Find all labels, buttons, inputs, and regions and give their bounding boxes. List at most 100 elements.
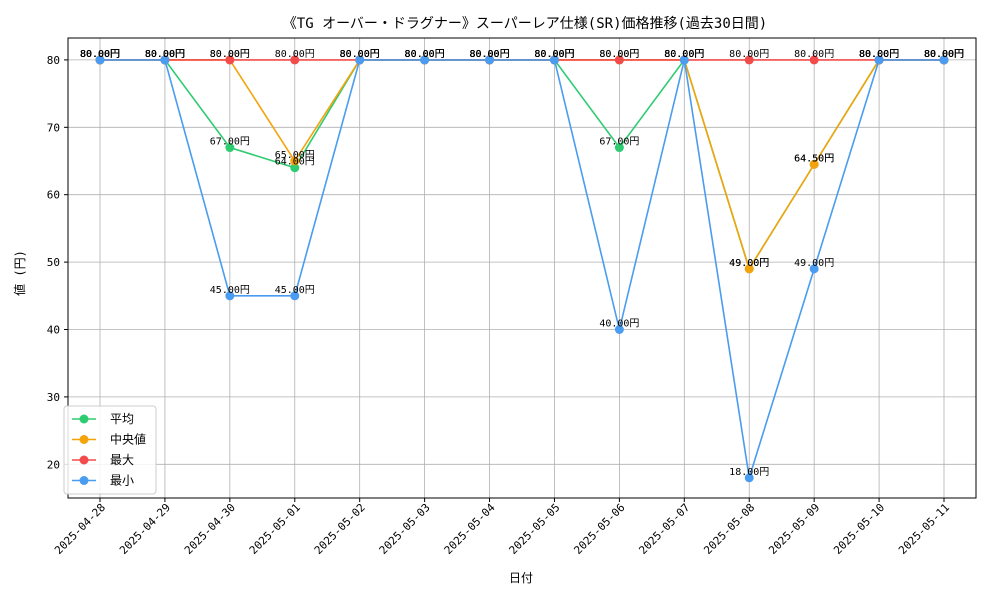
series-4-point: [744, 473, 754, 483]
data-label: 49.00円: [729, 258, 769, 269]
x-tick-label: 2025-05-09: [766, 501, 822, 557]
y-tick-label: 40: [47, 324, 60, 337]
data-label: 80.00円: [340, 49, 380, 60]
legend-label-3: 最大: [110, 453, 134, 467]
x-tick-label: 2025-05-02: [312, 501, 368, 557]
legend-marker-3: [79, 455, 89, 465]
series-4-point: [355, 55, 365, 65]
y-tick-label: 80: [47, 54, 60, 67]
data-label: 80.00円: [210, 49, 250, 60]
data-label: 80.00円: [924, 49, 964, 60]
series-2-point: [744, 264, 754, 274]
legend-marker-1: [79, 414, 89, 424]
data-label: 49.00円: [729, 258, 769, 269]
data-label: 80.00円: [275, 49, 315, 60]
data-label: 80.00円: [924, 49, 964, 60]
x-tick-label: 2025-05-08: [701, 501, 757, 557]
legend-label-4: 最小: [110, 474, 134, 488]
x-tick-label: 2025-04-28: [52, 501, 108, 557]
data-label: 67.00円: [210, 137, 250, 148]
data-label: 67.00円: [599, 137, 639, 148]
data-label: 80.00円: [405, 49, 445, 60]
data-label: 80.00円: [664, 49, 704, 60]
series-2-point: [290, 156, 300, 166]
data-label: 45.00円: [275, 285, 315, 296]
x-tick-label: 2025-04-30: [182, 501, 238, 557]
data-label: 80.00円: [469, 49, 509, 60]
x-tick-label: 2025-05-05: [507, 501, 563, 557]
data-label: 64.50円: [794, 153, 834, 164]
data-label: 80.00円: [469, 49, 509, 60]
series-4-point: [290, 291, 300, 301]
data-label: 64.50円: [794, 153, 834, 164]
y-tick-label: 60: [47, 189, 60, 202]
x-tick-label: 2025-05-01: [247, 501, 303, 557]
series-3-point: [809, 55, 819, 65]
series-4-point: [225, 291, 235, 301]
data-label: 80.00円: [469, 49, 509, 60]
series-4-point: [679, 55, 689, 65]
data-label: 64.00円: [275, 157, 315, 168]
legend-marker-4: [79, 476, 89, 485]
series-2-point: [809, 159, 819, 169]
x-tick-label: 2025-05-11: [896, 501, 952, 557]
series-4-point: [874, 55, 884, 65]
x-tick-label: 2025-05-06: [571, 501, 627, 557]
data-label: 80.00円: [340, 49, 380, 60]
y-axis-label: 値 (円): [12, 250, 27, 296]
data-label: 80.00円: [469, 49, 509, 60]
data-label: 80.00円: [859, 49, 899, 60]
data-label: 80.00円: [859, 49, 899, 60]
legend-label-2: 中央値: [110, 432, 146, 447]
series-4-point: [939, 55, 949, 65]
y-tick-label: 70: [47, 121, 60, 134]
data-label: 49.00円: [794, 258, 834, 269]
data-label: 80.00円: [80, 49, 120, 60]
series-4-point: [614, 325, 624, 335]
data-label: 80.00円: [924, 49, 964, 60]
data-label: 80.00円: [599, 49, 639, 60]
grid-layer: [68, 38, 976, 498]
data-label: 80.00円: [80, 49, 120, 60]
data-label: 80.00円: [145, 49, 185, 60]
data-label: 80.00円: [729, 49, 769, 60]
series-4-point: [420, 55, 430, 65]
data-label: 80.00円: [80, 49, 120, 60]
x-tick-label: 2025-05-07: [636, 501, 692, 557]
series-3-point: [744, 55, 754, 65]
data-label: 80.00円: [664, 49, 704, 60]
series-1-point: [614, 143, 624, 153]
data-label: 80.00円: [340, 49, 380, 60]
x-tick-label: 2025-05-04: [442, 501, 498, 557]
data-label: 80.00円: [405, 49, 445, 60]
data-label: 40.00円: [599, 319, 639, 330]
data-label: 80.00円: [145, 49, 185, 60]
legend-marker-2: [79, 435, 89, 444]
series-3-point: [290, 55, 300, 65]
data-label: 80.00円: [534, 49, 574, 60]
x-tick-label: 2025-05-10: [831, 501, 887, 557]
series-3-point: [614, 55, 624, 65]
series-1-point: [290, 163, 300, 173]
series-4-point: [809, 264, 819, 274]
data-label: 80.00円: [405, 49, 445, 60]
plot-frame: [67, 37, 977, 499]
data-label: 80.00円: [859, 49, 899, 60]
y-tick-label: 20: [47, 458, 60, 471]
y-tick-label: 50: [47, 256, 60, 269]
data-label: 80.00円: [859, 49, 899, 60]
series-4-point: [549, 55, 559, 65]
x-tick-label: 2025-04-29: [117, 501, 173, 557]
y-tick-label: 30: [47, 391, 60, 404]
data-label: 80.00円: [664, 49, 704, 60]
data-label: 80.00円: [664, 49, 704, 60]
data-label: 80.00円: [534, 49, 574, 60]
series-line-4: [100, 59, 944, 479]
data-label: 80.00円: [340, 49, 380, 60]
data-label: 80.00円: [210, 49, 250, 60]
series-1-point: [225, 143, 235, 153]
